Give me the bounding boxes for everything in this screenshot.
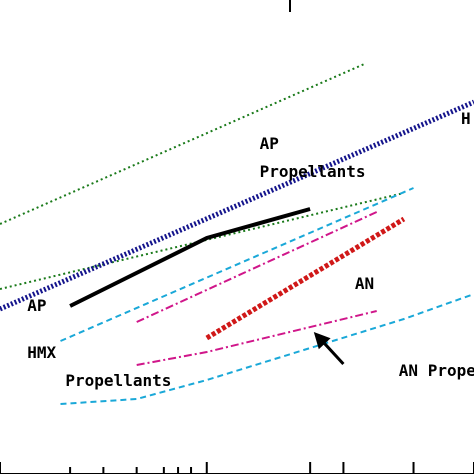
series-line-ap-lower-bound xyxy=(0,192,405,290)
series-line-hmx-trend-blue xyxy=(0,99,474,312)
annotation-ap-propellants-1: AP xyxy=(260,134,279,153)
series-layer xyxy=(0,63,474,405)
annotation-ap-propellants-2: Propellants xyxy=(260,162,366,181)
annotation-h-label: H xyxy=(461,109,471,128)
series-line-an-red xyxy=(205,216,406,341)
series-line-ap-black xyxy=(69,207,311,308)
series-line-cyan-lower xyxy=(60,293,474,405)
an-pointer-arrow-head xyxy=(313,332,331,350)
series-line-magenta-lower xyxy=(136,310,377,366)
annotation-layer: AP Propellants H AP AN HMX Propellants AN Prope xyxy=(27,109,474,390)
an-pointer-arrow xyxy=(323,342,345,366)
series-line-cyan-upper xyxy=(60,187,414,342)
series-line-ap-upper-bound xyxy=(0,63,365,225)
annotation-an-prope: AN Prope xyxy=(399,361,474,380)
series-line-magenta-upper xyxy=(136,211,378,323)
annotation-ap-label: AP xyxy=(27,296,46,315)
annotation-an-label: AN xyxy=(355,274,374,293)
annotation-hmx-propellants-1: HMX xyxy=(27,343,56,362)
annotation-hmx-propellants-2: Propellants xyxy=(65,371,171,390)
